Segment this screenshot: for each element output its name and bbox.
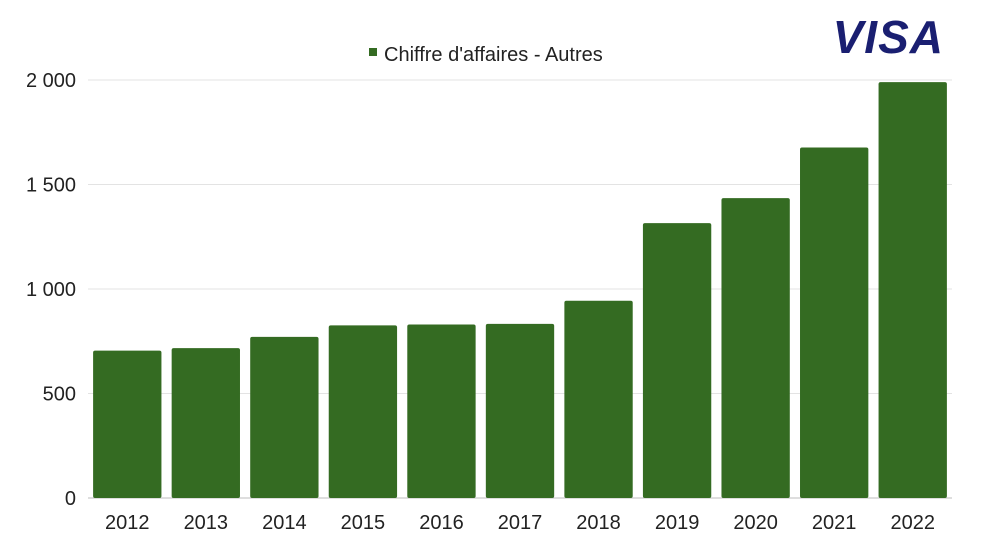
bar-2014: [250, 336, 319, 498]
x-tick-label: 2019: [655, 512, 700, 534]
x-tick-label: 2022: [890, 512, 935, 534]
bar-2022: [878, 82, 947, 498]
x-tick-label: 2020: [733, 512, 778, 534]
x-tick-label: 2017: [498, 512, 543, 534]
x-tick-label: 2016: [419, 512, 464, 534]
x-tick-label: 2015: [341, 512, 386, 534]
bar-2012: [93, 350, 162, 498]
x-tick-label: 2012: [105, 512, 150, 534]
visa-logo: VISA: [833, 11, 944, 62]
legend-swatch: [369, 48, 377, 56]
x-tick-label: 2021: [812, 512, 857, 534]
bar-2018: [564, 300, 633, 498]
x-tick-label: 2018: [576, 512, 621, 534]
x-tick-label: 2014: [262, 512, 307, 534]
y-tick-label: 500: [43, 384, 76, 406]
bar-2019: [642, 223, 712, 499]
bar-2013: [171, 348, 240, 498]
bar-2021: [800, 147, 869, 498]
y-tick-label: 0: [65, 488, 76, 510]
legend: Chiffre d'affaires - Autres: [369, 44, 603, 66]
bars: [93, 82, 947, 499]
bar-2016: [407, 324, 476, 498]
y-tick-label: 1 000: [26, 279, 76, 301]
y-axis-tick-labels: 0 500 1 000 1 500 2 000: [26, 70, 76, 510]
legend-label: Chiffre d'affaires - Autres: [384, 44, 603, 66]
bar-2020: [721, 198, 790, 498]
bar-2017: [485, 323, 555, 498]
visa-logo-text: VISA: [833, 11, 944, 62]
x-axis-tick-labels: 2012 2013 2014 2015 2016 2017 2018 2019 2020 2021…: [105, 512, 935, 534]
y-tick-label: 2 000: [26, 70, 76, 92]
y-tick-label: 1 500: [26, 175, 76, 197]
x-tick-label: 2013: [184, 512, 229, 534]
bar-2015: [328, 325, 398, 498]
